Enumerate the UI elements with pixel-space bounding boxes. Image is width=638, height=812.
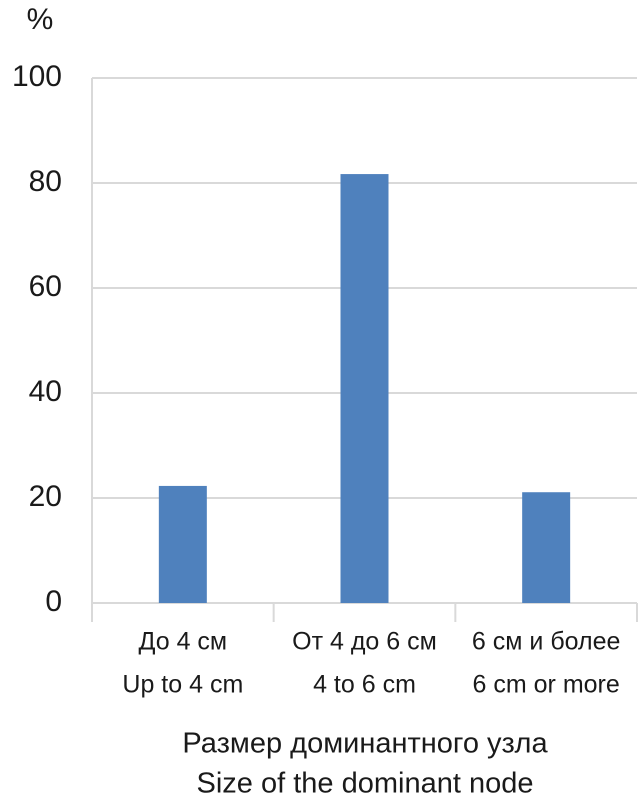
x-tick-label: Up to 4 cm — [122, 671, 243, 699]
x-tick-label: 6 см и более — [472, 628, 620, 656]
x-tick-label: От 4 до 6 см — [292, 628, 437, 656]
y-tick-label: 100 — [12, 60, 62, 93]
y-tick-label: 80 — [29, 165, 62, 198]
bar — [158, 485, 207, 603]
x-axis-label: Size of the dominant node — [197, 768, 534, 800]
y-axis-label: % — [27, 3, 54, 36]
x-tick-label: 4 to 6 cm — [313, 671, 416, 699]
x-axis-label: Размер доминантного узла — [182, 728, 548, 760]
y-tick-label: 60 — [29, 270, 62, 303]
bar — [522, 492, 571, 603]
y-tick-label: 0 — [45, 585, 62, 618]
x-tick-label: До 4 см — [139, 628, 228, 656]
bar — [340, 174, 389, 603]
x-tick-label: 6 cm or more — [473, 671, 620, 699]
y-tick-label: 40 — [29, 375, 62, 408]
y-tick-label: 20 — [29, 480, 62, 513]
